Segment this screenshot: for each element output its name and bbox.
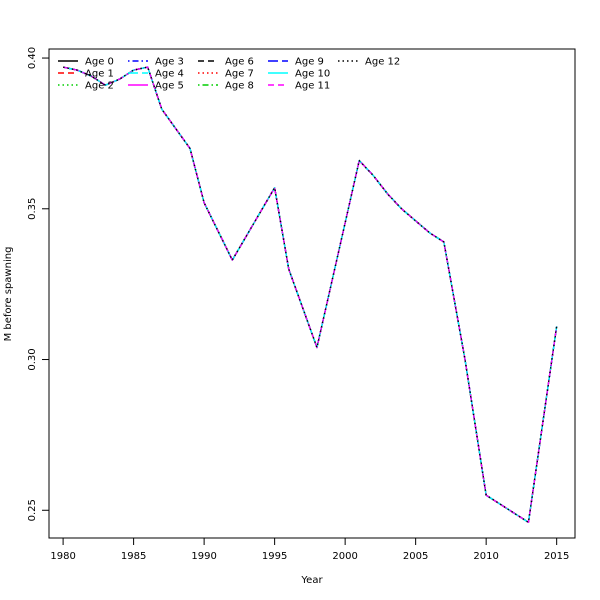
- x-tick-label: 2005: [403, 551, 428, 562]
- series-line-age-12: [62, 66, 558, 523]
- y-tick-label: 0.25: [27, 499, 38, 521]
- legend-label: Age 12: [365, 57, 400, 68]
- legend-label: Age 6: [225, 57, 254, 68]
- x-tick-label: 2015: [544, 551, 569, 562]
- y-tick-label: 0.40: [27, 47, 38, 69]
- x-tick-label: 2000: [332, 551, 357, 562]
- legend-label: Age 1: [85, 69, 114, 80]
- y-axis: 0.25 0.30 0.35 0.40: [27, 47, 50, 521]
- legend-label: Age 8: [225, 81, 254, 92]
- x-tick-label: 1990: [191, 551, 216, 562]
- x-axis-label: Year: [300, 575, 323, 586]
- legend-label: Age 3: [155, 57, 184, 68]
- legend-label: Age 7: [225, 69, 254, 80]
- legend-label: Age 4: [155, 69, 184, 80]
- legend-label: Age 9: [295, 57, 324, 68]
- legend-label: Age 2: [85, 81, 114, 92]
- legend-label: Age 11: [295, 81, 330, 92]
- x-tick-label: 1985: [121, 551, 146, 562]
- legend-label: Age 5: [155, 81, 184, 92]
- x-tick-label: 1980: [50, 551, 75, 562]
- legend-label: Age 10: [295, 69, 330, 80]
- series-layer: [62, 66, 558, 523]
- y-tick-label: 0.30: [27, 348, 38, 370]
- legend-label: Age 0: [85, 57, 114, 68]
- x-tick-label: 2010: [473, 551, 498, 562]
- x-tick-label: 1995: [262, 551, 287, 562]
- y-axis-label: M before spawning: [3, 247, 14, 342]
- y-tick-label: 0.35: [27, 198, 38, 220]
- x-axis: 1980 1985 1990 1995 2000 2005 2010 2015: [50, 537, 569, 562]
